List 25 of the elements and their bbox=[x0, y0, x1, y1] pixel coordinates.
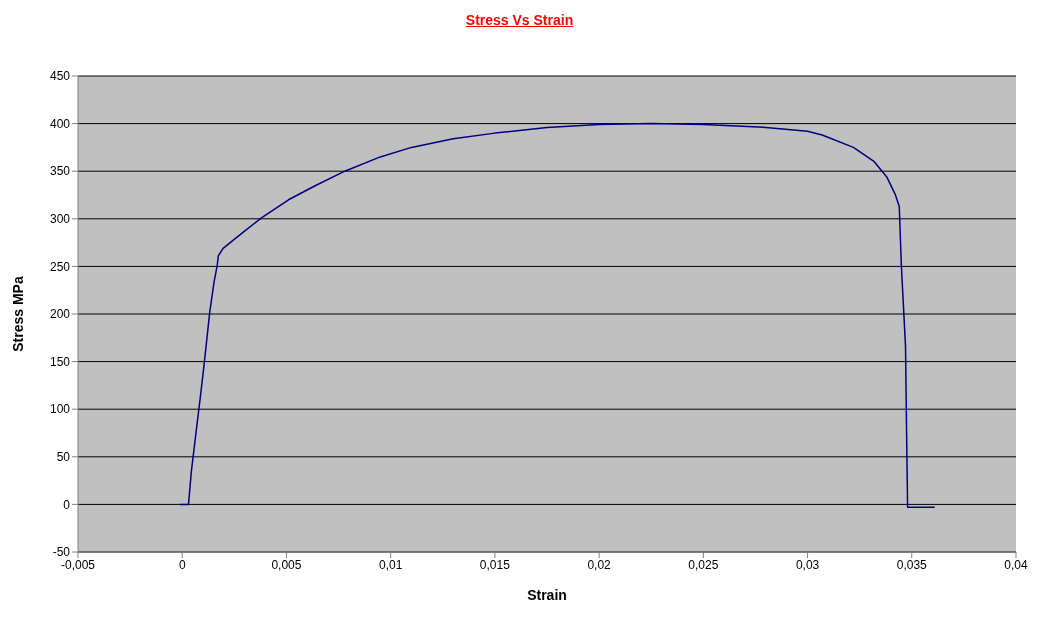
x-tick-label: -0,005 bbox=[60, 557, 96, 572]
y-tick-label: 300 bbox=[49, 212, 71, 227]
x-tick-label: 0,035 bbox=[896, 557, 928, 572]
y-tick-label: 150 bbox=[49, 354, 71, 369]
x-tick-label: 0 bbox=[178, 557, 186, 572]
chart-title: Stress Vs Strain bbox=[464, 11, 575, 30]
x-tick-label: 0,04 bbox=[1004, 557, 1028, 572]
x-tick-label: 0,02 bbox=[587, 557, 612, 572]
y-tick-label: 250 bbox=[49, 259, 71, 274]
y-tick-label: -50 bbox=[52, 545, 71, 560]
x-tick-label: 0,01 bbox=[378, 557, 403, 572]
x-axis-title: Strain bbox=[527, 587, 567, 603]
y-tick-label: 50 bbox=[56, 450, 71, 465]
y-tick-label: 0 bbox=[63, 497, 71, 512]
y-axis-title: Stress MPa bbox=[9, 276, 26, 352]
line-series bbox=[179, 122, 936, 509]
y-tick-label: 450 bbox=[49, 69, 71, 84]
x-tick-label: 0,005 bbox=[271, 557, 302, 572]
y-tick-label: 100 bbox=[49, 402, 71, 417]
x-tick-label: 0,015 bbox=[479, 557, 511, 572]
y-tick-label: 350 bbox=[49, 164, 71, 179]
y-tick-label: 400 bbox=[49, 116, 71, 131]
x-tick-label: 0,025 bbox=[688, 557, 719, 572]
x-tick-label: 0,03 bbox=[795, 557, 820, 572]
y-tick-label: 200 bbox=[49, 307, 71, 322]
